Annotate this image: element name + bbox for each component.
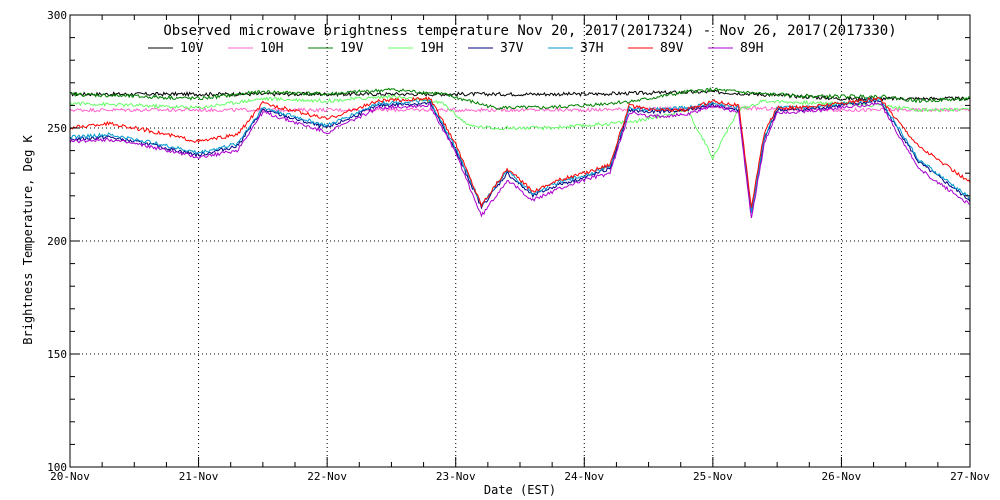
series-line-19h — [69, 93, 971, 161]
legend: 10V 10H 19V 19H 37V 37H 89V 89H — [148, 41, 763, 56]
legend-label-10v: 10V — [180, 41, 204, 56]
legend-label-19v: 19V — [340, 41, 364, 56]
y-tick-label: 200 — [47, 235, 67, 248]
series-line-37h — [69, 95, 971, 214]
legend-label-89h: 89H — [740, 41, 763, 56]
series-line-89h — [69, 102, 971, 219]
x-tick-label: 24-Nov — [564, 470, 604, 483]
y-tick-label: 250 — [47, 122, 67, 135]
series-line-89v — [69, 96, 971, 208]
x-tick-label: 22-Nov — [307, 470, 347, 483]
chart-title: Observed microwave brightness temperatur… — [163, 23, 896, 39]
x-tick-label: 20-Nov — [50, 470, 90, 483]
x-axis-title: Date (EST) — [484, 483, 556, 497]
legend-label-89v: 89V — [660, 41, 684, 56]
x-tick-label: 21-Nov — [179, 470, 219, 483]
grid — [70, 15, 970, 467]
series-group — [69, 87, 971, 219]
y-axis-title: Brightness Temperature, Deg K — [21, 134, 35, 344]
series-line-10v — [69, 89, 971, 102]
series-line-19v — [69, 87, 971, 111]
y-tick-label: 300 — [47, 9, 67, 22]
x-tick-label: 26-Nov — [822, 470, 862, 483]
y-tick-label: 150 — [47, 348, 67, 361]
x-tick-label: 27-Nov — [950, 470, 990, 483]
legend-label-10h: 10H — [260, 41, 283, 56]
legend-label-19h: 19H — [420, 41, 443, 56]
legend-label-37v: 37V — [500, 41, 524, 56]
x-tick-label: 23-Nov — [436, 470, 476, 483]
y-tick-label: 100 — [47, 461, 67, 474]
axis-ticks: 100 150 200 250 300 20-Nov 21-Nov 22-Nov 23-Nov 2… — [47, 9, 990, 483]
x-tick-label: 25-Nov — [693, 470, 733, 483]
legend-label-37h: 37H — [580, 41, 603, 56]
